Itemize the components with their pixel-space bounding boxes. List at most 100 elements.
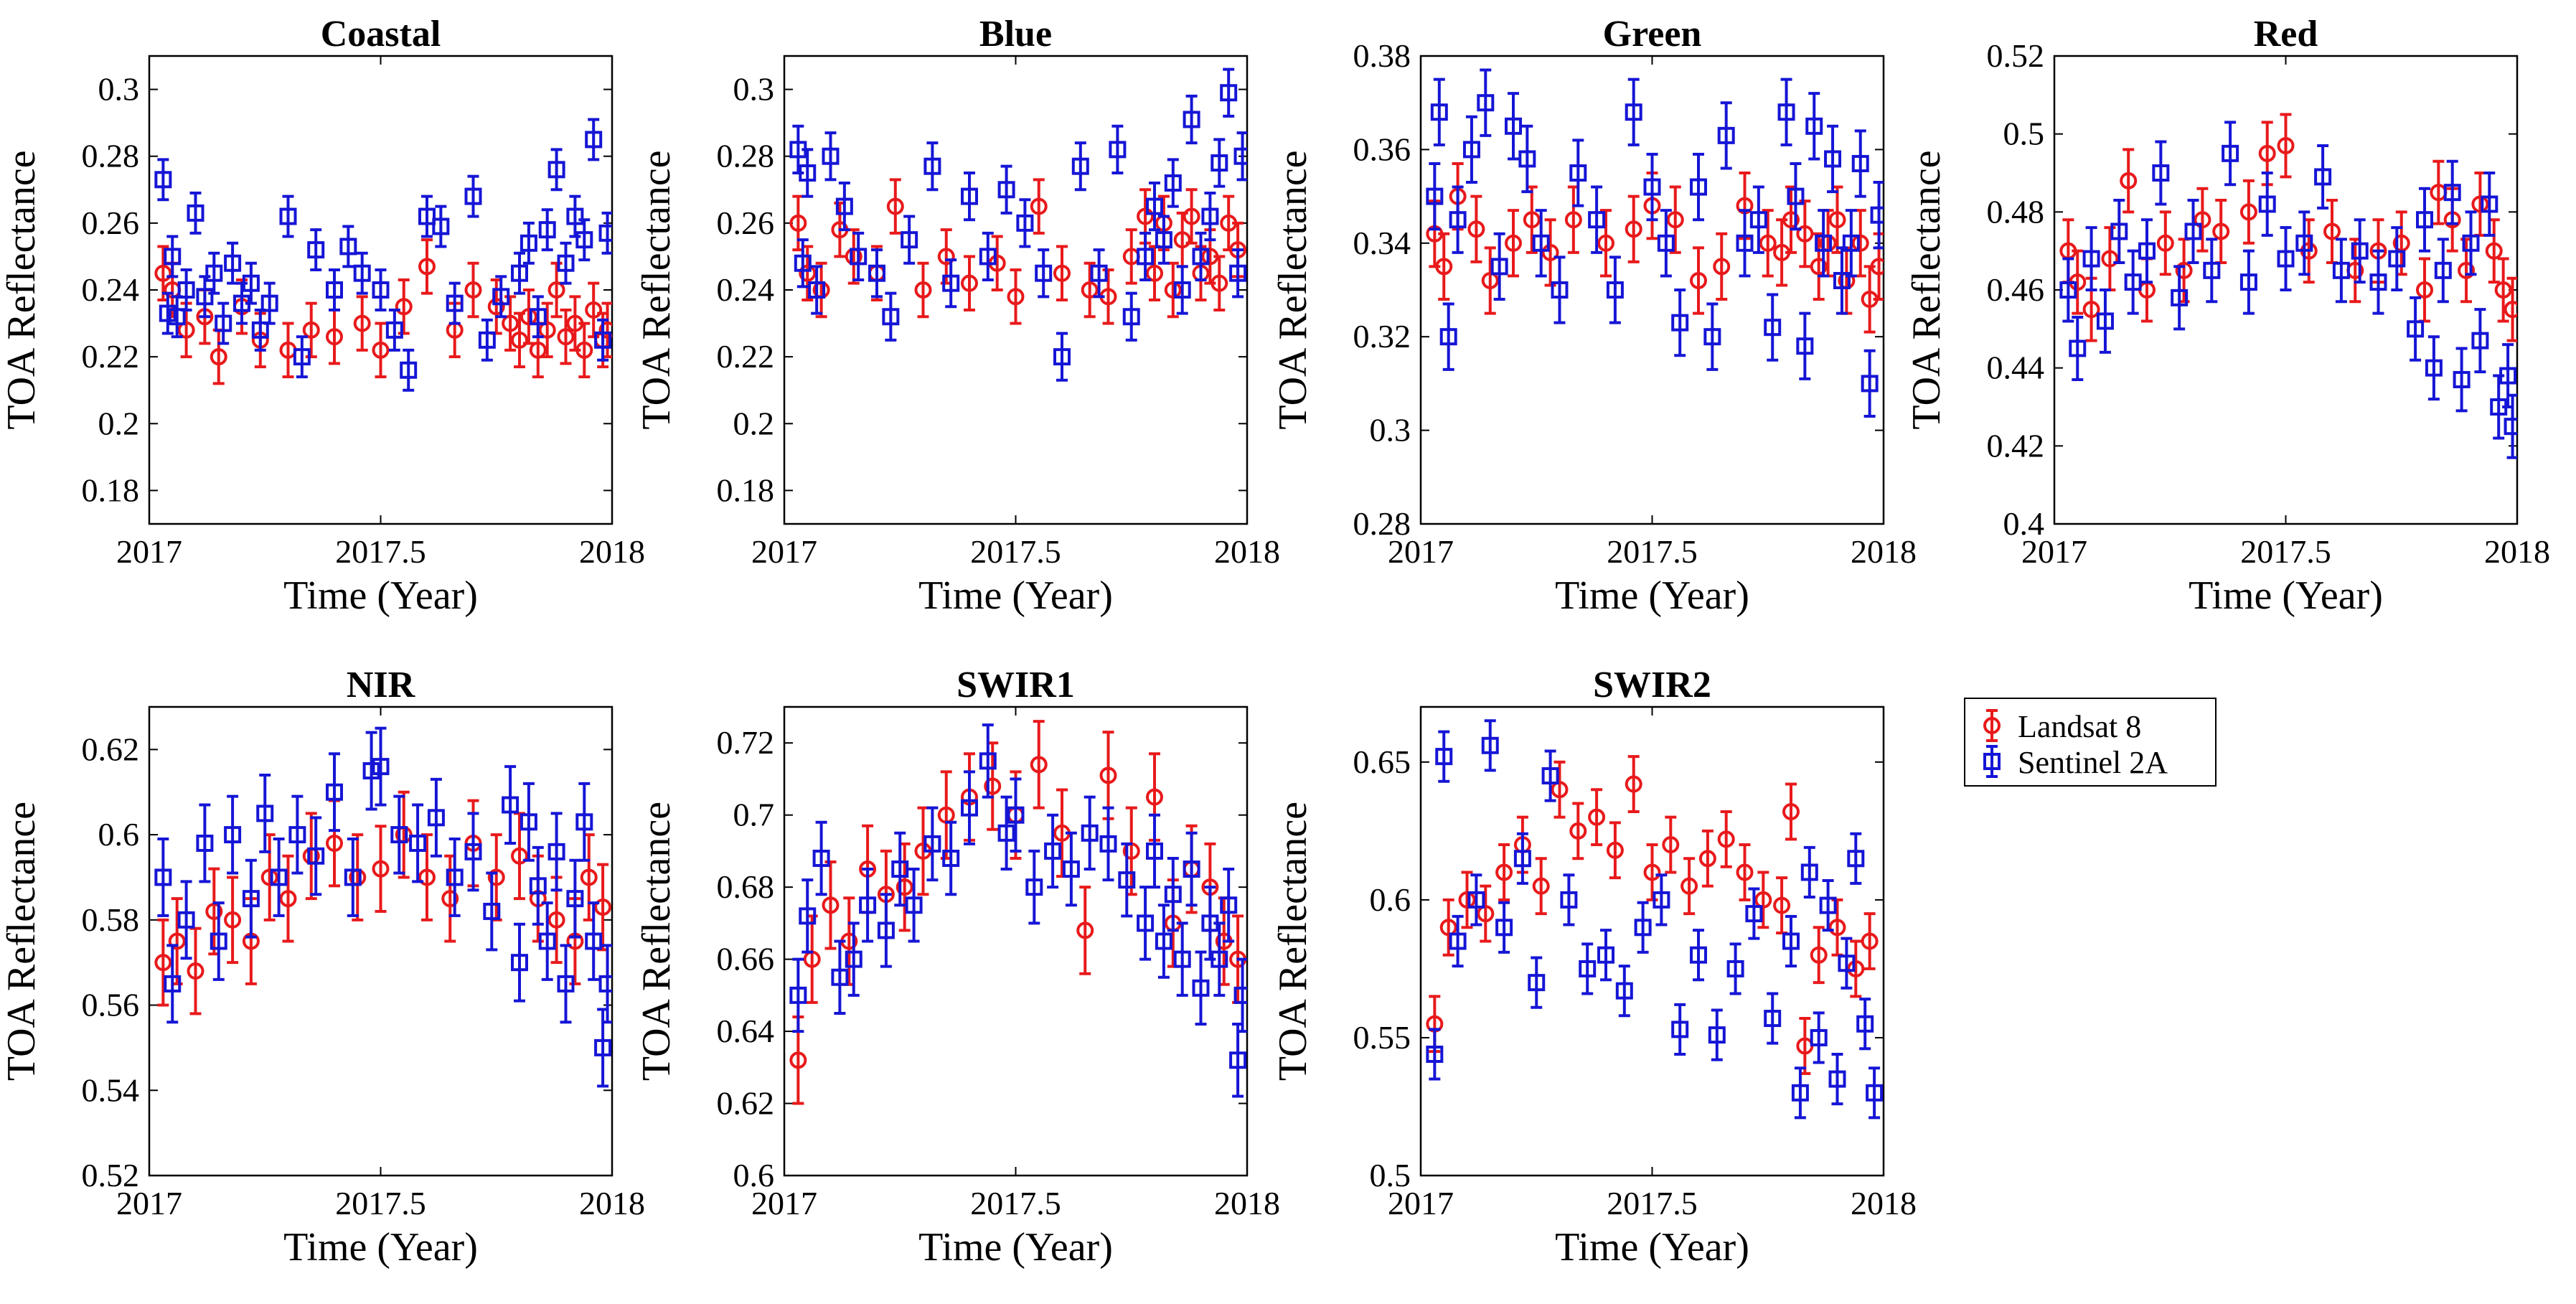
marker-square [557,254,575,272]
marker-square [1764,1010,1782,1028]
marker-square [1870,206,1884,224]
marker-circle [1643,863,1661,881]
data-point [395,278,413,335]
data-point [1842,209,1860,278]
data-point [831,939,849,1015]
x-axis-label: Time (Year) [1555,573,1749,618]
y-tick-label: 0.32 [1353,318,1411,355]
marker-circle [154,264,172,282]
marker-square [2059,281,2077,299]
data-point [1824,124,1842,194]
data-point [1745,887,1763,940]
data-point [432,205,450,248]
data-point [260,833,278,921]
data-point [464,174,482,218]
marker-circle [1495,863,1513,881]
marker-square [868,264,885,282]
marker-circle [1662,836,1680,854]
data-point [812,820,830,896]
marker-square [1828,1070,1846,1088]
y-tick-label: 0.36 [1353,131,1411,167]
x-tick-label: 2017.5 [2240,533,2331,570]
x-tick-label: 2018 [1214,1185,1280,1221]
marker-square [196,834,214,852]
data-point [845,921,862,997]
data-point [1653,873,1670,927]
marker-circle [1146,264,1163,282]
marker-square [1615,982,1633,1000]
x-tick-label: 2017.5 [1607,1185,1698,1221]
data-point [164,235,182,278]
data-point [362,731,380,811]
data-point [997,164,1015,215]
y-tick-label: 0.2 [98,405,140,441]
marker-circle [529,341,547,359]
y-axis-label: TOA Reflectance [0,802,44,1081]
data-point [326,268,343,311]
x-axis-label: Time (Year) [283,573,478,618]
data-point [2323,199,2341,264]
data-point [2096,289,2114,354]
marker-circle [1810,258,1828,276]
data-point [502,295,520,352]
data-point [1164,158,1182,208]
marker-square [1745,905,1763,923]
marker-square [1861,375,1879,393]
marker-circle [984,777,1002,795]
data-point [1192,950,1210,1026]
marker-square [1791,1084,1809,1102]
x-tick-label: 2018 [1851,533,1917,570]
data-point [979,231,997,282]
marker-square [326,783,343,801]
data-point [1183,94,1200,145]
marker-square [1449,932,1467,950]
data-point [1800,845,1818,899]
marker-circle [2101,250,2119,268]
data-point [575,322,593,379]
marker-square [1708,1026,1726,1044]
marker-square [1560,891,1578,909]
marker-circle [260,868,278,886]
marker-square [2239,273,2257,291]
data-point [2388,226,2406,291]
data-point [1861,265,1879,334]
x-tick-label: 2018 [579,1185,645,1221]
marker-circle [2277,136,2295,154]
data-point [1426,1028,1444,1081]
x-axis-label: Time (Year) [2189,573,2383,618]
marker-circle [2485,242,2503,260]
data-point [279,854,297,943]
legend-entry-landsat-8: Landsat 8 [1983,709,2141,744]
data-point [1861,912,1879,970]
series-sentinel-2a [1426,68,1884,418]
marker-square [1173,950,1191,968]
marker-circle [961,274,978,292]
marker-square [1634,919,1652,937]
data-point [1810,1011,1828,1064]
marker-circle [2156,234,2174,252]
marker-circle [372,341,390,359]
marker-square [905,896,923,914]
data-point [215,301,232,345]
marker-circle [1569,822,1587,840]
data-point [372,268,390,311]
data-point [154,918,172,1007]
data-point [1690,929,1707,982]
marker-circle [1782,802,1800,820]
data-point [1564,185,1582,254]
marker-square [794,254,812,272]
data-point [997,795,1015,871]
data-point [1099,731,1117,820]
data-point [547,148,565,192]
data-point [1866,1066,1884,1120]
data-point [1071,141,1089,192]
marker-square [1833,271,1851,289]
marker-square [2416,211,2433,229]
chart-title: Coastal [321,14,441,55]
marker-square [1579,960,1597,977]
data-point [159,291,177,335]
marker-square [1233,986,1247,1004]
data-point [942,258,960,309]
data-point [1560,873,1578,927]
data-point [835,181,853,232]
